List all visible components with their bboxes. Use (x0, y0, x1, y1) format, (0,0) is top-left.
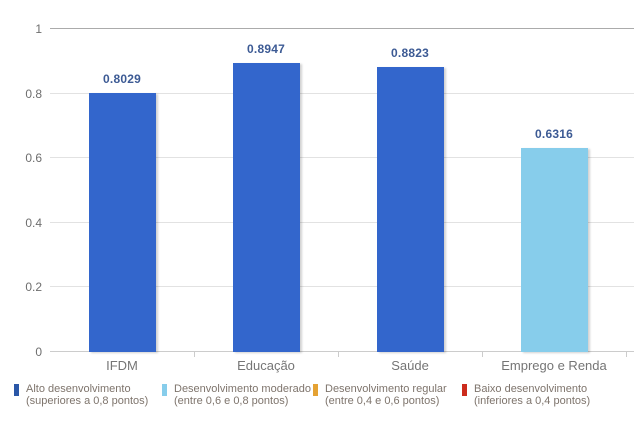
bar-educação[interactable] (232, 63, 300, 352)
legend-item-2: Desenvolvimento moderado (entre 0,6 e 0,8… (162, 383, 311, 407)
bar-ifdm[interactable] (88, 92, 156, 352)
legend-color-swatch-icon (162, 384, 167, 396)
legend-label: Desenvolvimento regular (entre 0,4 e 0,6 … (325, 383, 447, 407)
legend-item-1: Alto desenvolvimento (superiores a 0,8 po… (14, 383, 148, 407)
x-axis-tick (626, 352, 627, 357)
legend-item-4: Baixo desenvolvimento (inferiores a 0,4 p… (462, 383, 590, 407)
bar-value-label: 0.6316 (535, 127, 573, 141)
y-axis-labels: 0 0.2 0.4 0.6 0.8 1 (0, 22, 42, 359)
y-tick-label-0.6: 0.6 (25, 151, 42, 166)
legend-color-swatch-icon (313, 384, 318, 396)
x-axis-label-educação: Educação (237, 358, 295, 373)
chart-legend: Alto desenvolvimento (superiores a 0,8 po… (0, 383, 642, 417)
plot-area: 0.8029 0.8947 0.8823 0.6316 (50, 28, 634, 352)
legend-color-swatch-icon (14, 384, 19, 396)
y-tick-label-1: 1 (35, 22, 42, 36)
x-axis-label-ifdm: IFDM (106, 358, 138, 373)
y-tick-label-0.4: 0.4 (25, 215, 42, 230)
legend-label: Baixo desenvolvimento (inferiores a 0,4 p… (474, 383, 591, 407)
x-axis-label-saúde: Saúde (391, 358, 429, 373)
bar-value-label: 0.8029 (103, 71, 141, 86)
y-tick-label-0.8: 0.8 (25, 86, 42, 101)
bar-value-label: 0.8823 (391, 46, 429, 61)
gridline-y-0.6 (50, 157, 634, 159)
bar-saúde[interactable] (376, 67, 444, 352)
legend-color-swatch-icon (462, 384, 467, 396)
gridline-y-1 (50, 28, 634, 29)
bar-value-label: 0.8947 (247, 42, 285, 57)
gridline-y-0.8 (50, 92, 634, 94)
legend-item-3: Desenvolvimento regular (entre 0,4 e 0,6 … (313, 383, 447, 407)
x-axis-tick (482, 352, 483, 357)
legend-label: Alto desenvolvimento (superiores a 0,8 po… (26, 383, 149, 407)
y-tick-label-0: 0 (35, 345, 42, 359)
x-axis-tick (338, 352, 339, 357)
x-axis-tick (194, 352, 195, 357)
legend-label: Desenvolvimento moderado (entre 0,6 e 0,8… (174, 383, 311, 407)
gridline-y-0.4 (50, 221, 634, 223)
x-axis-label-emprego-e-renda: Emprego e Renda (501, 358, 607, 373)
bar-emprego-e-renda[interactable] (520, 148, 588, 352)
gridline-y-0 (50, 351, 634, 352)
y-tick-label-0.2: 0.2 (25, 280, 42, 295)
gridline-y-0.2 (50, 286, 634, 288)
